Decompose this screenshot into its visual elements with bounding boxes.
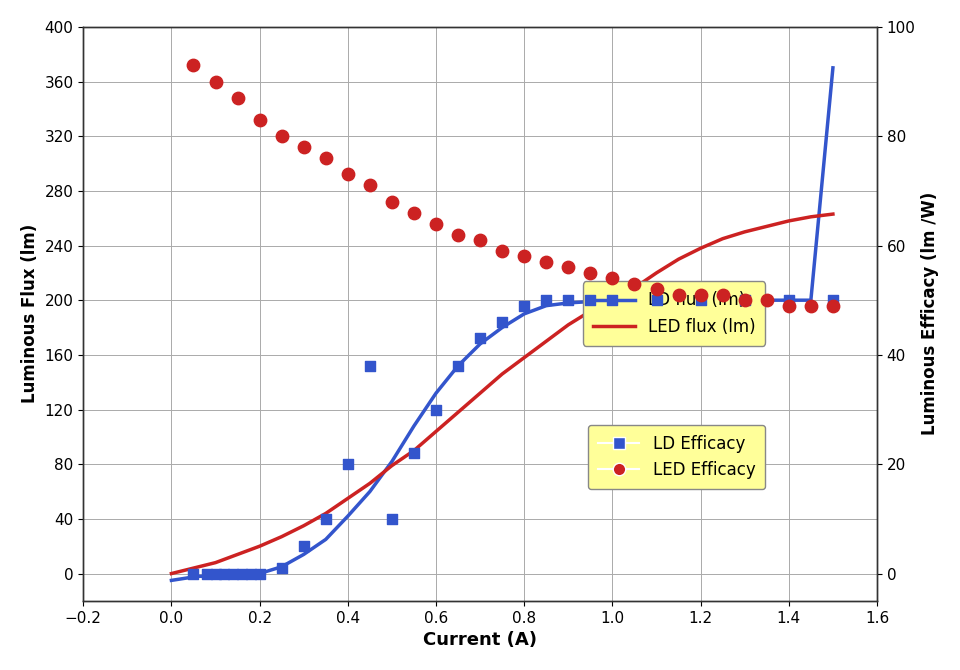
Point (693, 295, 708, 306)
Point (826, 300, 841, 311)
Point (296, 142, 311, 153)
Point (671, 289, 686, 300)
Point (450, 360, 466, 371)
Point (208, 76, 224, 87)
Point (627, 279, 642, 289)
Point (362, 360, 377, 371)
Point (208, 568, 224, 579)
Point (217, 568, 232, 579)
Point (693, 289, 708, 300)
Point (340, 169, 355, 180)
Y-axis label: Luminous Flux (lm): Luminous Flux (lm) (21, 224, 38, 403)
Point (494, 317, 510, 328)
Point (472, 333, 488, 344)
Point (605, 295, 620, 306)
Point (362, 180, 377, 191)
Point (252, 568, 267, 579)
Point (199, 568, 214, 579)
Point (781, 295, 797, 306)
Point (781, 300, 797, 311)
Legend: LD Efficacy, LED Efficacy: LD Efficacy, LED Efficacy (588, 425, 765, 489)
Point (252, 115, 267, 125)
Point (472, 234, 488, 245)
Point (428, 404, 444, 415)
Point (186, 60, 202, 70)
Point (516, 251, 532, 262)
Point (318, 513, 333, 524)
Point (494, 246, 510, 257)
Point (243, 568, 258, 579)
Point (186, 568, 202, 579)
Point (826, 295, 841, 306)
Point (296, 541, 311, 551)
Point (605, 273, 620, 283)
Point (804, 300, 819, 311)
Point (649, 295, 664, 306)
Point (406, 448, 421, 459)
Point (759, 295, 775, 306)
Point (649, 284, 664, 295)
Point (384, 196, 399, 207)
Point (450, 229, 466, 240)
Point (583, 295, 598, 306)
Point (737, 295, 753, 306)
Point (561, 295, 576, 306)
Point (539, 257, 554, 267)
Point (274, 131, 289, 141)
Point (384, 513, 399, 524)
Point (516, 300, 532, 311)
Point (539, 295, 554, 306)
Y-axis label: Luminous Efficacy (lm /W): Luminous Efficacy (lm /W) (922, 192, 939, 436)
Point (318, 153, 333, 163)
Point (583, 267, 598, 278)
Point (229, 92, 245, 103)
Point (561, 262, 576, 273)
Point (715, 289, 731, 300)
Point (737, 295, 753, 306)
Point (406, 207, 421, 218)
Point (226, 568, 241, 579)
X-axis label: Current (A): Current (A) (423, 631, 538, 649)
Point (428, 218, 444, 229)
Point (234, 568, 250, 579)
Point (274, 563, 289, 574)
Point (340, 459, 355, 470)
